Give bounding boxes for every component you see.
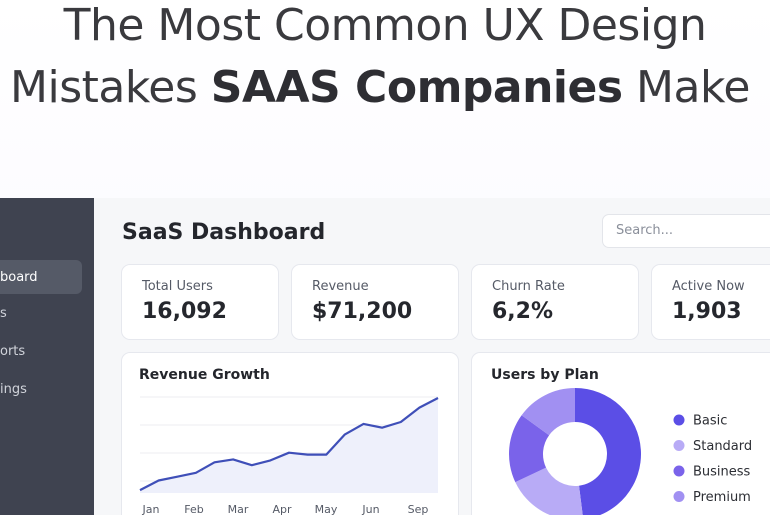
stat-value: 1,903 — [672, 299, 742, 324]
headline-bold: SAAS Companies — [210, 62, 623, 113]
revenue-line — [139, 397, 439, 492]
stat-label: Total Users — [142, 279, 213, 294]
stat-value: 6,2% — [492, 299, 554, 324]
x-label: Jan — [142, 503, 160, 515]
x-label: Feb — [184, 503, 203, 515]
nav-item[interactable]: s — [0, 306, 7, 321]
x-label: Jun — [361, 503, 379, 515]
legend-swatch — [673, 491, 685, 502]
nav-item[interactable]: board — [0, 270, 38, 285]
card-title: Users by Plan — [491, 367, 599, 383]
legend-label: Premium — [693, 490, 751, 505]
nav-item[interactable]: orts — [0, 344, 26, 359]
dashboard: board s orts ings SaaS Dashboard Search.… — [0, 198, 770, 515]
nav-item[interactable]: ings — [0, 382, 27, 397]
stat-value: 16,092 — [142, 299, 227, 324]
legend-label: Standard — [693, 439, 752, 454]
legend-swatch — [673, 414, 685, 426]
headline-text: Make — [636, 62, 750, 113]
legend-label: Basic — [693, 414, 727, 429]
search-box[interactable]: Search... — [602, 214, 770, 248]
stat-card: Active Now 1,903 — [651, 264, 770, 340]
active-highlight — [0, 260, 82, 294]
donut-segment — [509, 415, 550, 483]
headline-line1: The Most Common UX Design — [63, 0, 707, 51]
x-label: Mar — [228, 503, 249, 515]
donut-segment — [515, 467, 583, 515]
card-title: Revenue Growth — [139, 367, 270, 383]
line-chart: Jan Feb Mar Apr May Jun Sep — [139, 396, 439, 515]
stat-label: Active Now — [672, 279, 745, 294]
revenue-card: Revenue Growth Jan Feb Mar Apr May Jun Sep — [121, 352, 459, 515]
stat-card: Total Users 16,092 — [121, 264, 279, 340]
stat-label: Churn Rate — [492, 279, 565, 294]
stat-card: Churn Rate 6,2% — [471, 264, 639, 340]
search-placeholder: Search... — [616, 223, 674, 238]
stat-value: $71,200 — [312, 299, 413, 324]
area — [140, 398, 438, 493]
headline-text: Mistakes — [10, 62, 198, 113]
x-label: Sep — [408, 503, 429, 515]
plan-card: Users by Plan Basic Standard Business Premi… — [471, 352, 770, 515]
donut-segment — [521, 388, 575, 436]
stat-label: Revenue — [312, 279, 369, 294]
sidebar: board s orts ings — [0, 198, 94, 515]
legend-swatch — [673, 465, 685, 477]
donut-chart: Basic Standard Business Premium — [509, 388, 752, 515]
legend-swatch — [673, 440, 685, 451]
headline-line2: Mistakes SAAS Companies Make — [0, 62, 765, 113]
stat-card: Revenue $71,200 — [291, 264, 459, 340]
donut-segment — [575, 388, 641, 515]
x-label: May — [315, 503, 338, 515]
x-label: Apr — [272, 503, 292, 515]
dashboard-title: SaaS Dashboard — [122, 220, 326, 245]
legend-label: Business — [693, 465, 751, 480]
